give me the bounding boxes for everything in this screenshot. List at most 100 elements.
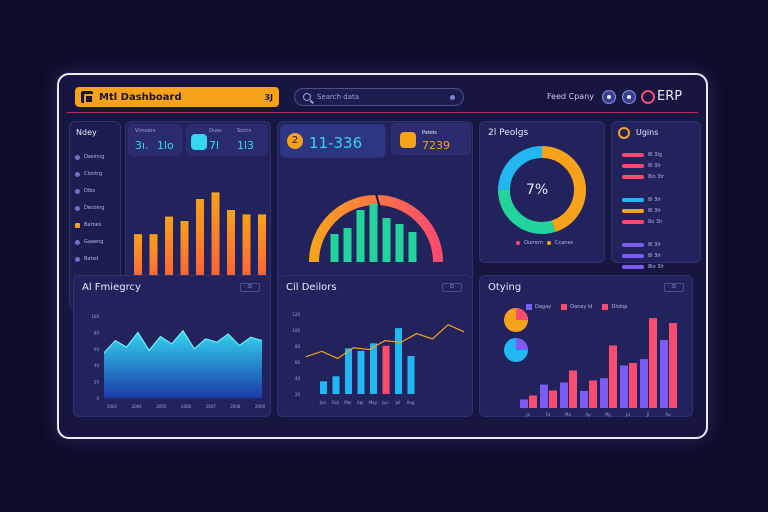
sidebar-item-icon [75, 154, 80, 160]
legend-label: Ourrem [524, 240, 543, 246]
sidebar-item-label: Clontrg [84, 171, 103, 177]
update-row-bar [622, 175, 644, 179]
bar [165, 216, 173, 287]
bar [395, 328, 402, 394]
bar-series-b [629, 363, 637, 408]
bar [258, 214, 266, 287]
bar-series-a [640, 359, 648, 408]
x-tick-label: Apr [357, 400, 364, 405]
area-chart-panel: Al Fmiegrcy D 100 80 60 40 20 0 2003 2004 2005 20… [73, 275, 271, 417]
donut-segment [498, 146, 586, 234]
update-row[interactable]: 8lo 3lr [622, 174, 664, 180]
sidebar-item-icon [75, 205, 80, 211]
area-chart-title: Al Fmiegrcy [82, 282, 141, 293]
company-name: Feed Cpany [547, 92, 594, 101]
sidebar-title: Ndey [76, 128, 97, 137]
update-row[interactable]: 8l 3lr [622, 253, 661, 259]
sidebar-item[interactable]: Dasinng [75, 154, 104, 160]
y-tick-label: 40 [94, 363, 100, 368]
update-row-bar [622, 198, 644, 202]
bar [345, 348, 352, 394]
kpi-value: 11-336 [309, 134, 363, 152]
kpi-card-patients[interactable]: Pateis 7239 [391, 123, 471, 155]
grouped-chart-menu-button[interactable]: D [664, 283, 684, 292]
sidebar-item-icon [75, 239, 80, 245]
sidebar-item[interactable]: Dibs [75, 188, 95, 194]
y-tick-label: 100 [91, 314, 99, 319]
kpi-label: Vimoers [135, 128, 156, 134]
bar-series-a [660, 340, 668, 408]
sidebar-item[interactable]: Decoing [75, 205, 104, 211]
sidebar-item[interactable]: Gaaeng [75, 239, 103, 245]
legend-swatch [561, 304, 568, 310]
x-tick-label: 2004 [132, 404, 143, 409]
update-row-bar [622, 243, 644, 247]
settings-button[interactable] [622, 90, 636, 104]
update-row-label: 8o 3lr [648, 219, 663, 225]
x-tick-label: Ja [525, 412, 530, 417]
sidebar-item-icon [75, 171, 80, 177]
update-row-label: 8l 3lr [648, 163, 661, 169]
kpi-card-orders[interactable]: Oues Sonrs 7l 1l3 [186, 124, 268, 156]
circle-badge-icon [191, 134, 207, 150]
bar [357, 350, 365, 394]
kpi-label: Pateis [422, 130, 437, 136]
update-row-label: 8lo 3lr [648, 264, 664, 270]
search-placeholder: Search data [317, 93, 360, 101]
search-input[interactable]: Search data [294, 88, 464, 106]
donut-legend: Ourrem Ccanes [516, 240, 573, 246]
bar-series-a [520, 399, 528, 408]
update-row-label: 8l 3lr [648, 197, 661, 203]
legend-label: Ccanes [554, 240, 574, 246]
bar-series-a [560, 382, 568, 408]
donut-title: 2l Peolgs [488, 128, 529, 138]
combo-chart-menu-button[interactable]: D [442, 283, 462, 292]
update-row[interactable]: 8o 3lr [622, 219, 662, 225]
checkmark-icon [400, 132, 416, 148]
search-clear-icon[interactable] [450, 94, 455, 100]
x-tick-label: My [605, 412, 611, 417]
update-row[interactable]: 8l 3lg [622, 152, 662, 158]
update-row-bar [622, 265, 644, 269]
bar-series-b [529, 395, 537, 408]
sidebar-item-icon [75, 256, 80, 262]
update-row[interactable]: 8l 3lr [622, 208, 661, 214]
y-tick-label: 40 [295, 376, 301, 381]
sidebar-item[interactable]: Clontrg [75, 171, 102, 177]
sidebar-item[interactable]: Batsd [75, 256, 98, 262]
y-tick-label: 20 [295, 392, 301, 397]
sidebar-item-label: Gaaeng [84, 239, 104, 245]
bar [149, 234, 158, 287]
search-icon [303, 93, 311, 101]
kpi-card-total[interactable]: 2 11-336 [280, 124, 386, 158]
bar [242, 214, 251, 287]
dashboard-title-bar[interactable]: Mtl Dashboard 3J [75, 87, 279, 107]
dashboard-title: Mtl Dashboard [99, 91, 182, 103]
notifications-button[interactable] [602, 90, 616, 104]
bar-series-b [669, 323, 677, 408]
y-tick-label: 60 [94, 347, 100, 352]
update-row-label: 8l 3lg [648, 152, 662, 158]
update-row[interactable]: 8l 3lr [622, 163, 661, 169]
update-row[interactable]: 8l 3lr [622, 242, 661, 248]
bar [227, 210, 235, 287]
update-row[interactable]: 8l 3lr [622, 197, 661, 203]
grouped-chart-title: Otying [488, 282, 522, 293]
gauge-arc [309, 195, 443, 263]
donut-center-label: 7% [526, 182, 549, 198]
gauge-bar [356, 210, 365, 262]
legend-item: Dagay [526, 304, 551, 310]
pie-slice [516, 308, 528, 320]
sidebar-item-label: Decoing [84, 205, 105, 211]
bar-series-a [540, 384, 548, 408]
legend-swatch [602, 304, 609, 310]
area-fill [104, 330, 262, 398]
sidebar-item-icon [75, 188, 80, 194]
gauge-chart [309, 193, 443, 263]
x-tick-label: Au [665, 412, 671, 417]
update-row[interactable]: 8lo 3lr [622, 264, 664, 270]
sidebar-item[interactable]: Batnes [75, 222, 101, 228]
area-chart-menu-button[interactable]: D [240, 283, 260, 292]
kpi-card-visitors[interactable]: Vimoers 3ı. 1lo [128, 124, 182, 156]
sidebar-item-icon [75, 222, 80, 228]
